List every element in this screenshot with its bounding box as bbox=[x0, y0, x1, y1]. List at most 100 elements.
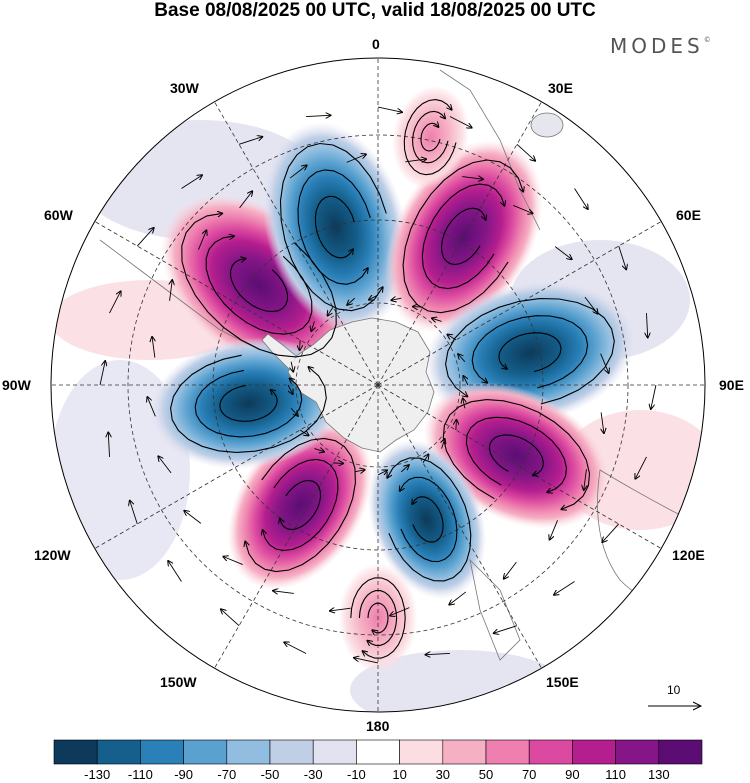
wind-vector bbox=[158, 456, 172, 474]
circulation-streamline bbox=[181, 213, 337, 358]
circulation-streamline bbox=[358, 590, 398, 646]
wind-vector bbox=[221, 609, 240, 627]
wind-vector bbox=[400, 465, 408, 473]
circulation-streamline bbox=[412, 496, 444, 543]
circulation-streamline bbox=[420, 123, 441, 152]
wind-vector bbox=[602, 523, 620, 542]
wind-vector bbox=[300, 340, 301, 350]
lon-label-60e: 60E bbox=[676, 207, 701, 223]
lon-label-90w: 90W bbox=[2, 377, 31, 393]
circulation-streamline bbox=[205, 236, 313, 335]
wind-vector bbox=[432, 318, 442, 321]
wind-vector bbox=[456, 420, 457, 430]
wind-vector bbox=[449, 116, 472, 128]
lon-label-120w: 120W bbox=[34, 547, 71, 563]
wind-vector bbox=[442, 439, 445, 449]
south-america-coastline bbox=[99, 239, 261, 351]
circulation-streamline bbox=[440, 207, 486, 266]
wind-vector bbox=[273, 591, 294, 594]
wind-vector bbox=[168, 561, 182, 582]
wind-vector bbox=[601, 412, 604, 433]
wind-vector bbox=[584, 469, 587, 490]
colorbar-segment bbox=[183, 739, 228, 765]
lon-label-150w: 150W bbox=[160, 674, 197, 690]
circulation-streamline bbox=[297, 169, 371, 285]
circulation-streamline bbox=[471, 315, 589, 389]
wind-vector bbox=[170, 280, 173, 301]
wind-vector bbox=[550, 520, 558, 539]
lon-label-30e: 30E bbox=[548, 80, 573, 96]
meridian-line bbox=[94, 384, 379, 549]
wind-vector bbox=[239, 191, 253, 209]
meridian-line bbox=[377, 221, 662, 386]
map-boundary bbox=[50, 57, 706, 713]
colorbar-tick-label: -130 bbox=[84, 767, 111, 782]
wind-vector bbox=[462, 177, 483, 180]
wind-vector bbox=[413, 307, 423, 308]
circulation-streamline bbox=[230, 259, 289, 313]
wind-vector bbox=[306, 115, 330, 116]
meridian-line bbox=[214, 384, 379, 669]
wind-vector bbox=[426, 653, 450, 654]
colorbar-segment bbox=[96, 739, 141, 765]
wind-vector bbox=[584, 296, 598, 313]
lon-label-150e: 150E bbox=[546, 674, 579, 690]
wind-vector bbox=[223, 557, 243, 565]
colorbar-segment bbox=[226, 739, 271, 765]
wind-vector bbox=[574, 188, 588, 209]
wind-vector bbox=[290, 407, 298, 415]
wind-vector bbox=[447, 335, 457, 341]
wind-vector bbox=[513, 205, 532, 213]
wind-vector bbox=[333, 463, 343, 464]
graticule bbox=[51, 58, 705, 712]
circulation-streamline bbox=[280, 479, 322, 531]
circulation-streamline bbox=[403, 99, 457, 176]
colorbar-tick-label: -70 bbox=[217, 767, 237, 782]
wind-vector bbox=[287, 384, 293, 394]
copyright-mark: © bbox=[703, 36, 711, 44]
wind-vector bbox=[328, 306, 334, 315]
colorbar-tick-label: 90 bbox=[565, 767, 580, 782]
reference-vector-head bbox=[692, 701, 703, 711]
colorbar-segment bbox=[140, 739, 184, 765]
colorbar-segment bbox=[528, 739, 573, 765]
colorbar-tick-label: -30 bbox=[303, 767, 323, 782]
wind-vector bbox=[299, 429, 308, 435]
circulation-streamline bbox=[465, 416, 567, 492]
circulation-streamline bbox=[421, 183, 504, 290]
wind-vector bbox=[108, 433, 109, 457]
colorbar-tick-label: -90 bbox=[174, 767, 193, 782]
modes-brand-logo: MODES© bbox=[610, 34, 711, 58]
meridian-line bbox=[377, 101, 542, 386]
wind-vector bbox=[618, 245, 626, 269]
lon-label-90e: 90E bbox=[719, 377, 744, 393]
wind-vector bbox=[377, 106, 402, 112]
wind-vector bbox=[422, 454, 428, 464]
wind-vector bbox=[405, 159, 426, 162]
meridian-line bbox=[377, 384, 542, 669]
colorbar-tick-label: 10 bbox=[392, 767, 407, 782]
wind-vector bbox=[449, 591, 467, 605]
map-disc bbox=[51, 58, 705, 712]
wind-vector bbox=[184, 511, 202, 524]
wind-vector bbox=[554, 581, 575, 595]
circulation-streamline bbox=[498, 332, 562, 373]
wind-vector bbox=[99, 361, 105, 386]
reference-vector-label: 10 bbox=[667, 683, 681, 697]
wind-vector bbox=[494, 625, 518, 633]
meridian-line bbox=[377, 384, 662, 549]
anomaly-lobe-lon-20e-pos bbox=[392, 85, 470, 189]
colorbar-tick-label: 70 bbox=[521, 767, 537, 782]
circulation-streamline bbox=[263, 458, 339, 552]
wind-vector bbox=[330, 608, 351, 611]
wind-vector bbox=[147, 397, 156, 417]
wind-vector bbox=[289, 165, 306, 179]
meridian-line bbox=[94, 221, 379, 386]
circulation-streamline bbox=[367, 602, 389, 633]
wind-vector bbox=[458, 354, 466, 363]
wind-vector bbox=[130, 501, 138, 525]
circulation-streamline bbox=[279, 142, 387, 312]
circulation-streamline bbox=[219, 384, 278, 422]
colorbar-segment bbox=[442, 739, 487, 765]
circulation-streamline bbox=[245, 437, 356, 573]
